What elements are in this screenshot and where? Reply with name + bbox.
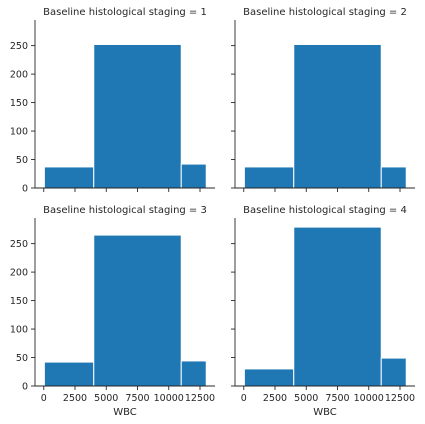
- histogram-bar: [381, 167, 406, 188]
- y-tick-label: 250: [10, 41, 28, 52]
- x-axis-label: WBC: [313, 407, 337, 418]
- facet-title: Baseline histological staging = 2: [243, 7, 407, 18]
- y-tick-label: 0: [22, 382, 28, 393]
- x-axis-label: WBC: [113, 407, 137, 418]
- facet-title: Baseline histological staging = 1: [43, 7, 207, 18]
- y-tick-label: 100: [10, 325, 28, 336]
- histogram-bar: [94, 44, 182, 188]
- x-tick-label: 2500: [63, 393, 87, 404]
- histogram-bar: [181, 361, 206, 386]
- histogram-bar: [244, 369, 293, 386]
- y-tick-label: 100: [10, 127, 28, 138]
- y-tick-label: 200: [10, 70, 28, 81]
- histogram-bar: [294, 227, 382, 386]
- histogram-bar: [44, 362, 93, 386]
- histogram-bar: [381, 358, 406, 386]
- x-tick-label: 5000: [294, 393, 318, 404]
- y-tick-label: 200: [10, 268, 28, 279]
- histogram-bar: [44, 167, 93, 188]
- y-tick-label: 150: [10, 296, 28, 307]
- x-tick-label: 0: [241, 393, 247, 404]
- y-tick-label: 250: [10, 239, 28, 250]
- x-tick-label: 10000: [354, 393, 384, 404]
- facet-title: Baseline histological staging = 4: [243, 205, 407, 216]
- facet-panel-3: Baseline histological staging = 3 0 50 100 1…: [10, 205, 215, 418]
- x-tick-label: 12500: [185, 393, 215, 404]
- y-tick-label: 50: [16, 353, 28, 364]
- x-tick-label: 5000: [94, 393, 118, 404]
- x-tick-label: 7500: [125, 393, 149, 404]
- x-tick-label: 0: [41, 393, 47, 404]
- x-tick-label: 10000: [154, 393, 184, 404]
- histogram-bar: [294, 44, 382, 188]
- histogram-bar: [181, 164, 206, 188]
- x-tick-label: 12500: [385, 393, 415, 404]
- y-tick-label: 50: [16, 155, 28, 166]
- facet-title: Baseline histological staging = 3: [43, 205, 207, 216]
- facet-panel-1: Baseline histological staging = 1 0 50 100 1…: [10, 7, 215, 195]
- histogram-bar: [94, 235, 182, 386]
- x-tick-label: 2500: [263, 393, 287, 404]
- facet-panel-2: Baseline histological staging = 2: [231, 7, 415, 192]
- y-tick-label: 0: [22, 184, 28, 195]
- histogram-bar: [244, 167, 293, 188]
- x-tick-label: 7500: [325, 393, 349, 404]
- y-tick-label: 150: [10, 98, 28, 109]
- facet-panel-4: Baseline histological staging = 4 0 2500 50…: [231, 205, 415, 418]
